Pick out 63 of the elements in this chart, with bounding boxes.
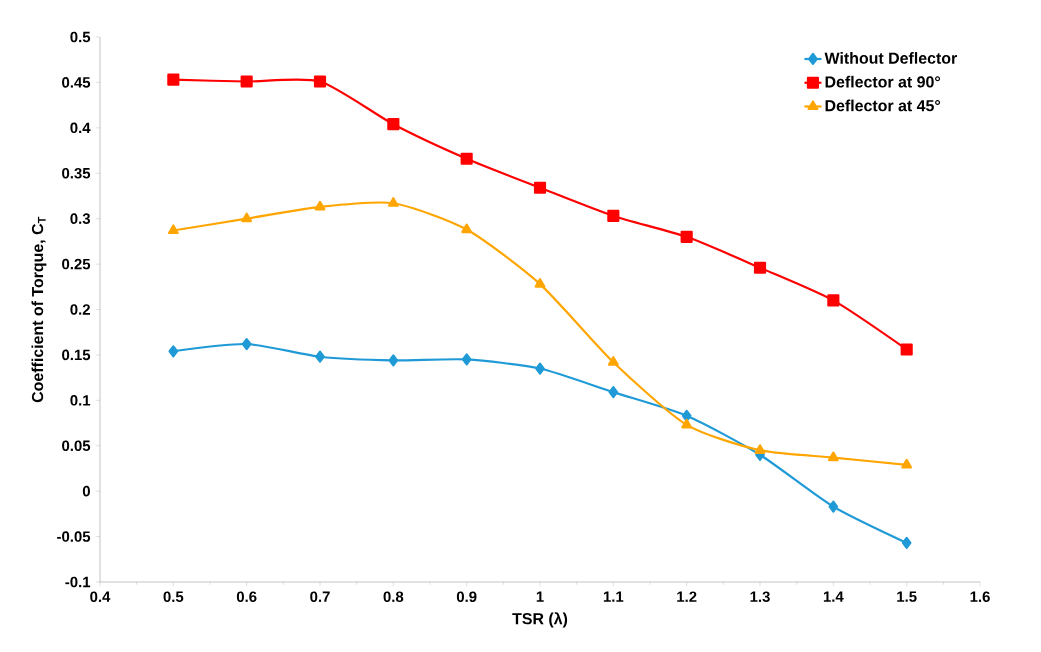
x-tick-label: 1.2: [677, 591, 697, 602]
x-axis-title: TSR (λ): [512, 612, 568, 628]
x-tick-label: 1.3: [750, 591, 770, 603]
y-tick-label: -0.1: [65, 576, 91, 588]
y-tick-label: 0.4: [70, 122, 91, 134]
point: [460, 152, 473, 165]
point: [535, 362, 545, 375]
point: [313, 75, 327, 88]
x-tick-label: 0.8: [383, 591, 404, 603]
y-tick-label: 0.2: [70, 304, 90, 315]
point: [461, 223, 473, 234]
x-tick-label: 0.7: [310, 591, 330, 603]
y-tick-label: 0.25: [62, 258, 91, 270]
point: [828, 500, 839, 513]
point: [167, 224, 179, 235]
x-tick-label: 1.4: [823, 591, 844, 602]
x-tick-label: 0.6: [236, 591, 257, 603]
point: [680, 230, 693, 243]
point: [388, 354, 399, 367]
point: [753, 261, 767, 274]
legend-label: Deflector at 45°: [825, 99, 941, 112]
point: [607, 356, 619, 366]
point: [533, 181, 547, 194]
point: [607, 209, 620, 223]
point: [827, 451, 839, 462]
y-tick-label: 0.45: [62, 77, 91, 88]
y-tick-label: 0.05: [62, 440, 91, 452]
y-tick-label: 0: [82, 485, 90, 497]
point: [168, 345, 179, 358]
x-tick-label: 1.5: [897, 591, 917, 602]
point: [315, 350, 325, 363]
point: [314, 200, 326, 211]
point: [387, 118, 400, 131]
y-tick-label: 0.3: [70, 213, 91, 224]
point: [534, 277, 546, 288]
point: [241, 212, 253, 223]
x-tick-label: 1: [536, 591, 544, 602]
x-tick-label: 0.5: [163, 591, 184, 603]
point: [608, 386, 619, 399]
y-tick-label: 0.15: [62, 349, 91, 361]
x-tick-label: 1.6: [970, 591, 990, 603]
point: [461, 353, 472, 366]
point: [387, 197, 399, 207]
point: [240, 75, 253, 88]
legend-label: Without Deflector: [824, 52, 957, 64]
y-tick-label: 0.35: [62, 167, 91, 179]
point: [681, 409, 692, 422]
y-tick-label: -0.05: [57, 531, 91, 542]
point: [901, 458, 913, 469]
y-tick-label: 0.5: [70, 31, 91, 43]
legend-label: Deflector at 90°: [825, 75, 941, 88]
x-tick-label: 1.1: [603, 591, 624, 602]
y-axis-title: Coefficient of Torque, C$_{T}$: [31, 216, 47, 403]
point: [901, 536, 912, 550]
point: [241, 337, 252, 351]
x-tick-label: 0.9: [456, 591, 477, 603]
x-tick-label: 0.4: [90, 591, 111, 603]
point: [167, 73, 180, 86]
point: [900, 343, 913, 356]
y-tick-label: 0.1: [70, 395, 91, 406]
point: [754, 444, 766, 454]
point: [681, 418, 693, 429]
point: [827, 294, 840, 307]
